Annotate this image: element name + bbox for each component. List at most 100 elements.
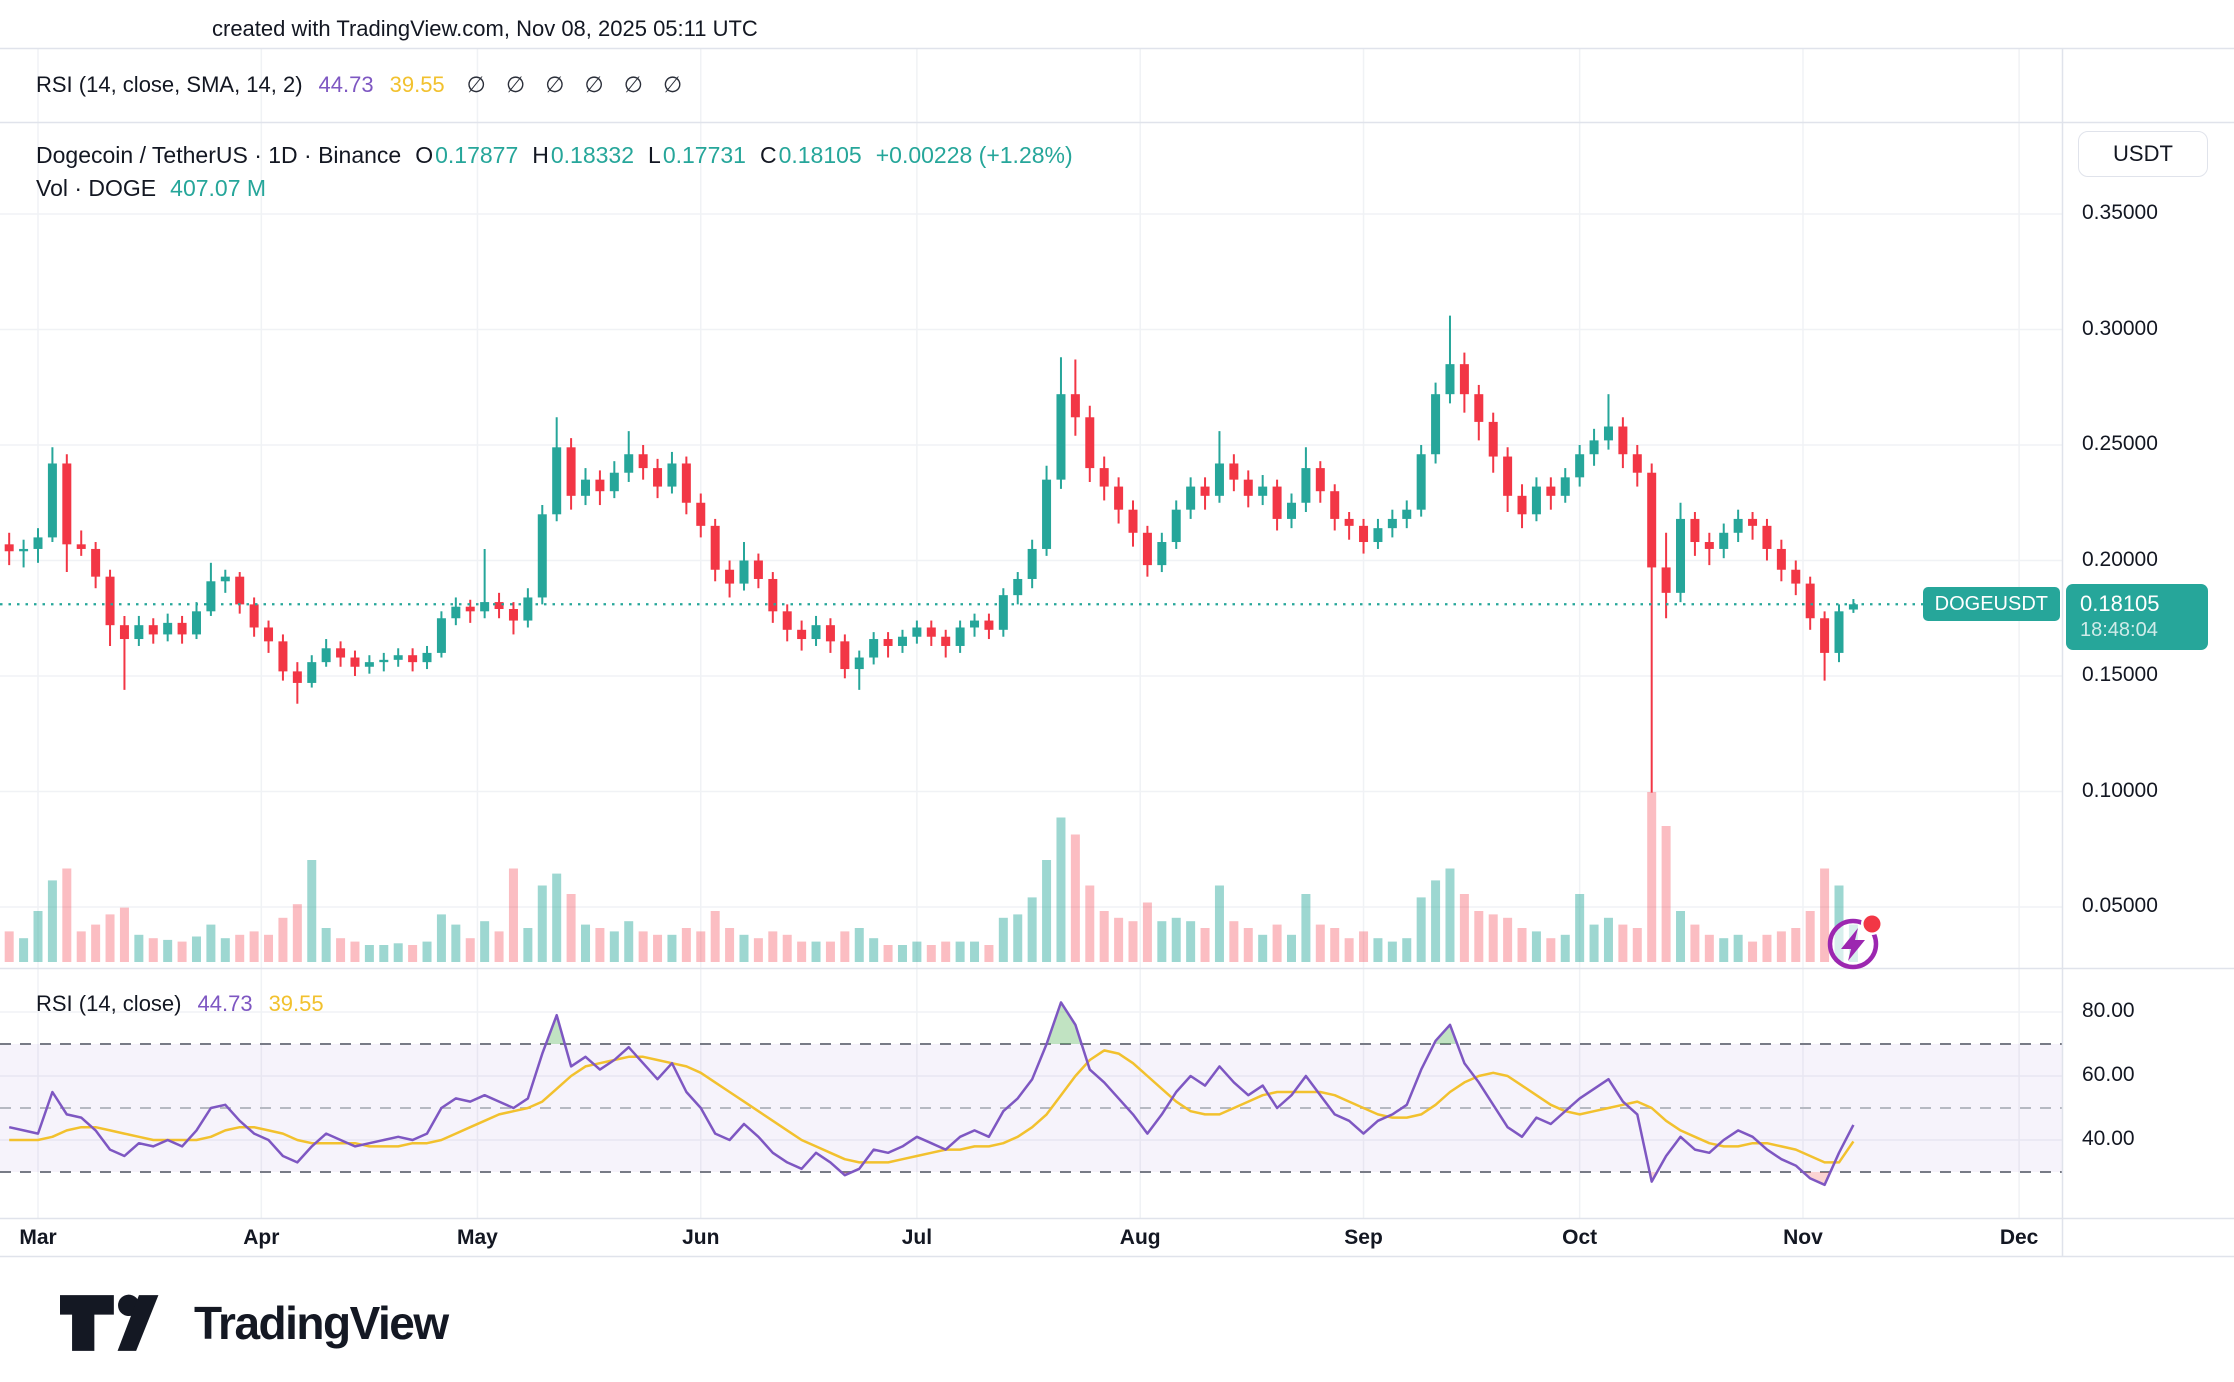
volume-bar	[1229, 921, 1239, 962]
rsi-pane-collapsed-legend[interactable]: RSI (14, close, SMA, 14, 2) 44.73 39.55 …	[36, 72, 682, 98]
volume-bar	[191, 936, 201, 962]
candle-body	[4, 544, 14, 552]
symbol-legend[interactable]: Dogecoin / TetherUS · 1D · Binance O 0.17…	[36, 139, 1073, 205]
candle-body	[76, 544, 86, 549]
volume-bar	[725, 928, 735, 962]
volume-bar	[941, 941, 951, 962]
candle-body	[1186, 486, 1196, 510]
ohlc-open: O 0.17877	[415, 142, 519, 168]
volume-bar	[811, 941, 821, 962]
current-price-badge[interactable]: 0.18105 18:48:04	[2066, 584, 2208, 650]
symbol-title: Dogecoin / TetherUS · 1D · Binance	[36, 142, 402, 168]
volume-bar	[1474, 911, 1484, 962]
volume-bar	[897, 945, 907, 962]
candle-body	[840, 641, 850, 670]
candle-body	[1503, 456, 1513, 496]
candle-body	[681, 463, 691, 503]
volume-bar	[1791, 928, 1801, 962]
candle-body	[220, 576, 230, 582]
volume-bar	[1142, 902, 1152, 962]
candle-body	[494, 602, 504, 610]
volume-bar	[1099, 911, 1109, 962]
candle-body	[1618, 426, 1628, 455]
candle-body	[984, 620, 994, 630]
candle-body	[1546, 486, 1556, 496]
symbol-legend-row-2: Vol · DOGE 407.07 M	[36, 172, 1073, 205]
candle-body	[163, 622, 173, 635]
volume-bar	[667, 934, 677, 962]
volume-bar	[19, 938, 29, 962]
volume-bar	[1070, 834, 1080, 962]
candle-body	[379, 659, 389, 663]
volume-bar	[163, 939, 173, 962]
symbol-legend-row-1: Dogecoin / TetherUS · 1D · Binance O 0.17…	[36, 139, 1073, 172]
candle-body	[1200, 486, 1210, 496]
live-refresh-lightning-icon[interactable]	[1824, 912, 1884, 977]
volume-bar	[1575, 894, 1585, 962]
candle-body	[1632, 454, 1642, 473]
volume-bar	[1114, 917, 1124, 962]
candle-body	[1128, 509, 1138, 533]
rsi-pane-legend[interactable]: RSI (14, close) 44.73 39.55	[36, 991, 324, 1017]
candle-body	[235, 576, 245, 605]
volume-bar	[1647, 792, 1657, 962]
volume-bar	[1445, 868, 1455, 962]
candle-body	[148, 625, 158, 635]
volume-bar	[782, 934, 792, 962]
volume-bar	[1488, 914, 1498, 962]
currency-toggle-button[interactable]: USDT	[2078, 131, 2208, 177]
candle-body	[566, 447, 576, 496]
candle-body	[537, 514, 547, 598]
candle-body	[1229, 463, 1239, 480]
volume-bar	[1676, 911, 1686, 962]
rsi-value: 44.73	[197, 991, 253, 1016]
candle-body	[1820, 618, 1830, 653]
candle-body	[1776, 548, 1786, 570]
candle-body	[278, 641, 288, 672]
ohlc-high: H 0.18332	[532, 142, 635, 168]
candle-body	[1647, 472, 1657, 568]
current-price-symbol-label[interactable]: DOGEUSDT	[1922, 587, 2060, 622]
candle-body	[364, 662, 374, 667]
volume-bar	[465, 938, 475, 962]
candle-body	[480, 602, 490, 612]
price-axis-label: 0.20000	[2082, 547, 2158, 571]
candle-body	[1704, 542, 1714, 549]
candle-body	[1517, 495, 1527, 515]
candle-body	[883, 639, 893, 646]
candle-body	[307, 662, 317, 683]
volume-bar	[1459, 894, 1469, 962]
volume-bar	[768, 931, 778, 962]
candle-body	[1272, 486, 1282, 519]
price-axis-label: 0.25000	[2082, 432, 2158, 455]
candle-body	[825, 625, 835, 642]
volume-bar	[595, 928, 605, 962]
volume-bar	[364, 945, 374, 962]
tradingview-logo[interactable]: TradingView	[60, 1292, 449, 1354]
candle-body	[1114, 486, 1124, 510]
volume-bar	[1748, 941, 1758, 962]
volume-bar	[1157, 921, 1167, 962]
candle-body	[739, 560, 749, 584]
volume-bar	[1820, 868, 1830, 962]
price-axis-label: 0.10000	[2082, 778, 2158, 802]
volume-bar	[134, 934, 144, 962]
volume-bar	[436, 914, 446, 962]
rsi-top-title: RSI (14, close, SMA, 14, 2)	[36, 72, 303, 97]
volume-bar	[1618, 924, 1628, 962]
volume-bar	[47, 880, 57, 962]
candle-body	[62, 463, 72, 545]
volume-bar	[1214, 885, 1224, 962]
candle-body	[811, 625, 821, 640]
candle-body	[465, 606, 475, 612]
volume-bar	[1272, 924, 1282, 962]
candle-body	[1459, 364, 1469, 395]
volume-bar	[1056, 817, 1066, 962]
volume-bar	[249, 931, 259, 962]
volume-bar	[653, 934, 663, 962]
volume-bar	[739, 934, 749, 962]
candle-body	[249, 604, 259, 628]
candle-body	[91, 548, 101, 577]
price-axis-label: 0.30000	[2082, 316, 2158, 340]
